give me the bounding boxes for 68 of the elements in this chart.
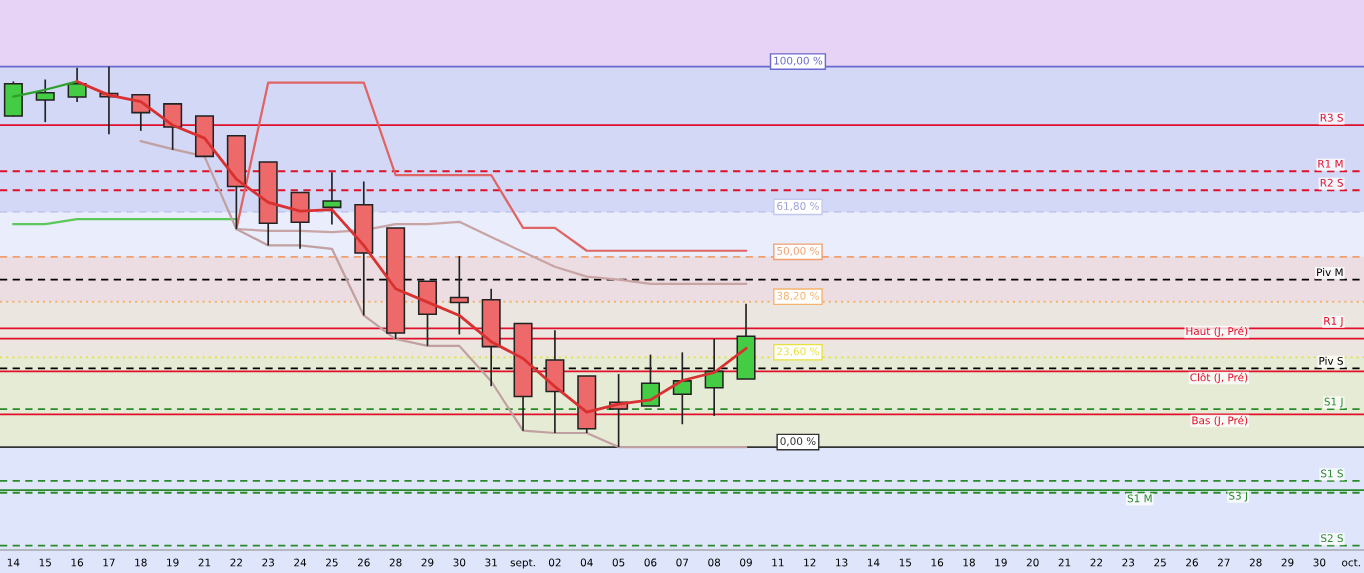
ref-line-label: S1 M bbox=[1127, 494, 1152, 503]
x-tick-label: 25 bbox=[326, 558, 338, 567]
x-tick-label: 17 bbox=[103, 558, 115, 567]
ref-line-label: Bas (J, Pré) bbox=[1192, 415, 1248, 427]
ref-line-label: S2 S bbox=[1321, 534, 1343, 543]
x-tick-label: 07 bbox=[676, 558, 689, 567]
band-label: 0,00 % bbox=[780, 437, 816, 447]
x-tick-label: oct. bbox=[1342, 558, 1360, 567]
x-tick-label: 21 bbox=[198, 558, 211, 567]
band-label: 38,20 % bbox=[777, 291, 819, 301]
candlestick bbox=[449, 255, 469, 336]
band-label: 50,00 % bbox=[777, 246, 819, 256]
ref-line-label: Piv M bbox=[1317, 268, 1343, 276]
ref-line-label: Piv S bbox=[1319, 356, 1343, 365]
x-tick-label: 09 bbox=[740, 558, 752, 567]
candlestick bbox=[67, 66, 87, 103]
x-tick-label: 08 bbox=[708, 558, 721, 567]
candlestick bbox=[163, 103, 183, 151]
x-tick-label: 27 bbox=[1217, 558, 1230, 567]
ref-line-label: R2 S bbox=[1320, 178, 1343, 187]
x-tick-label: 04 bbox=[580, 558, 593, 567]
x-tick-label: 11 bbox=[772, 558, 784, 567]
x-tick-label: 14 bbox=[867, 558, 880, 567]
x-tick-label: 18 bbox=[135, 558, 147, 567]
x-tick-label: 22 bbox=[1090, 558, 1103, 567]
band-label: 23,60 % bbox=[777, 347, 819, 357]
x-tick-label: 12 bbox=[804, 558, 816, 567]
ref-line-label: R1 J bbox=[1324, 317, 1343, 327]
x-tick-label: 14 bbox=[7, 558, 20, 567]
ref-line-label: Haut (J, Pré) bbox=[1186, 326, 1248, 338]
ref-line-label: S1 S bbox=[1321, 469, 1343, 478]
x-tick-label: 24 bbox=[294, 558, 307, 567]
x-tick-label: 30 bbox=[1313, 558, 1326, 567]
band-label: 100,00 % bbox=[774, 56, 823, 66]
x-tick-label: 22 bbox=[230, 558, 242, 567]
x-tick-label: 29 bbox=[421, 558, 434, 567]
x-tick-label: 05 bbox=[612, 558, 625, 567]
x-tick-label: 31 bbox=[485, 558, 497, 567]
x-tick-label: 20 bbox=[1026, 558, 1039, 567]
candlestick bbox=[322, 171, 342, 226]
x-tick-label: 23 bbox=[262, 558, 275, 567]
x-tick-label: 28 bbox=[389, 558, 402, 567]
ref-line-label: Clôt (J, Pré) bbox=[1190, 372, 1248, 384]
x-tick-label: 21 bbox=[1058, 558, 1071, 567]
x-tick-label: 18 bbox=[963, 558, 975, 567]
x-tick-label: 19 bbox=[167, 558, 179, 567]
ref-line-label: R1 M bbox=[1318, 159, 1343, 168]
x-tick-label: 30 bbox=[453, 558, 466, 567]
candlestick bbox=[35, 78, 55, 123]
ref-line-label: R3 S bbox=[1320, 113, 1343, 122]
x-tick-label: 16 bbox=[931, 558, 944, 567]
x-tick-label: 19 bbox=[995, 558, 1007, 567]
x-tick-label: 15 bbox=[899, 558, 912, 567]
band-label: 61,80 % bbox=[777, 202, 819, 211]
x-tick-label: 25 bbox=[1154, 558, 1166, 567]
ref-line-label: S3 J bbox=[1229, 491, 1248, 502]
x-tick-label: 15 bbox=[39, 558, 51, 567]
x-tick-label: 29 bbox=[1281, 558, 1294, 567]
x-tick-label: 28 bbox=[1249, 558, 1262, 567]
x-tick-label: 13 bbox=[836, 558, 848, 567]
x-tick-label: 26 bbox=[1186, 558, 1198, 567]
ref-line-label: S1 J bbox=[1324, 397, 1343, 408]
x-tick-label: 16 bbox=[71, 558, 84, 567]
x-tick-label: sept. bbox=[510, 558, 535, 569]
x-tick-label: 26 bbox=[357, 558, 370, 567]
x-tick-label: 23 bbox=[1122, 558, 1135, 567]
x-tick-label: 06 bbox=[644, 558, 657, 567]
x-tick-label: 02 bbox=[548, 558, 561, 567]
